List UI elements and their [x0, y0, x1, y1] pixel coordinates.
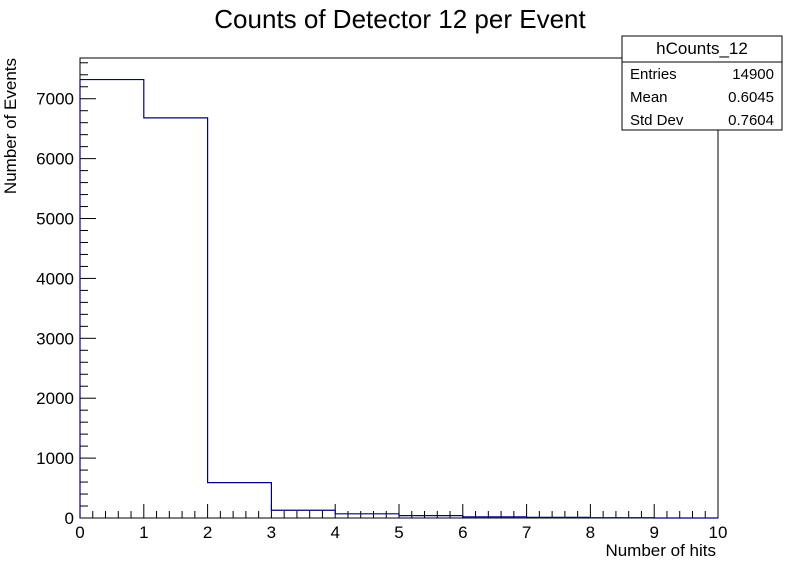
- histogram-bin: [208, 483, 272, 518]
- y-tick-label: 1000: [36, 449, 74, 468]
- stats-entries-value: 14900: [732, 66, 774, 83]
- histogram-bin: [271, 510, 335, 518]
- y-tick-label: 2000: [36, 389, 74, 408]
- x-tick-label: 5: [394, 523, 403, 542]
- x-tick-label: 7: [522, 523, 531, 542]
- x-tick-label: 0: [75, 523, 84, 542]
- stats-stddev-value: 0.7604: [728, 112, 774, 129]
- y-tick-label: 0: [65, 509, 74, 528]
- x-tick-label: 10: [709, 523, 728, 542]
- histogram-bin: [144, 118, 208, 518]
- stats-stddev-label: Std Dev: [630, 112, 684, 129]
- stats-mean-value: 0.6045: [728, 89, 774, 106]
- x-tick-label: 4: [330, 523, 339, 542]
- stats-mean-label: Mean: [630, 89, 668, 106]
- y-tick-label: 7000: [36, 90, 74, 109]
- stats-box-frame: [621, 35, 783, 131]
- y-axis: 0 1000 2000 3000 4000 5000 6000 7000: [36, 62, 96, 528]
- stats-box-name: hCounts_12: [656, 39, 748, 58]
- stats-entries-label: Entries: [630, 66, 677, 83]
- stats-box: hCounts_12 Entries 14900 Mean 0.6045 Std…: [621, 35, 783, 131]
- x-tick-label: 1: [139, 523, 148, 542]
- histogram-outline: [79, 78, 718, 519]
- y-tick-label: 4000: [36, 269, 74, 288]
- x-tick-label: 6: [458, 523, 467, 542]
- y-tick-label: 6000: [36, 150, 74, 169]
- histogram-bin: [80, 80, 144, 518]
- y-tick-label: 5000: [36, 210, 74, 229]
- x-tick-label: 3: [267, 523, 276, 542]
- x-axis-label: Number of hits: [605, 541, 716, 560]
- x-tick-label: 2: [203, 523, 212, 542]
- histogram-bin: [335, 514, 399, 518]
- y-axis-label: Number of Events: [1, 58, 20, 194]
- y-tick-label: 3000: [36, 329, 74, 348]
- chart-title: Counts of Detector 12 per Event: [214, 4, 586, 34]
- x-tick-label: 8: [586, 523, 595, 542]
- x-tick-label: 9: [649, 523, 658, 542]
- histogram-bins: [80, 80, 654, 518]
- x-axis: 0 1 2 3 4 5 6 7 8 9 10: [75, 504, 727, 542]
